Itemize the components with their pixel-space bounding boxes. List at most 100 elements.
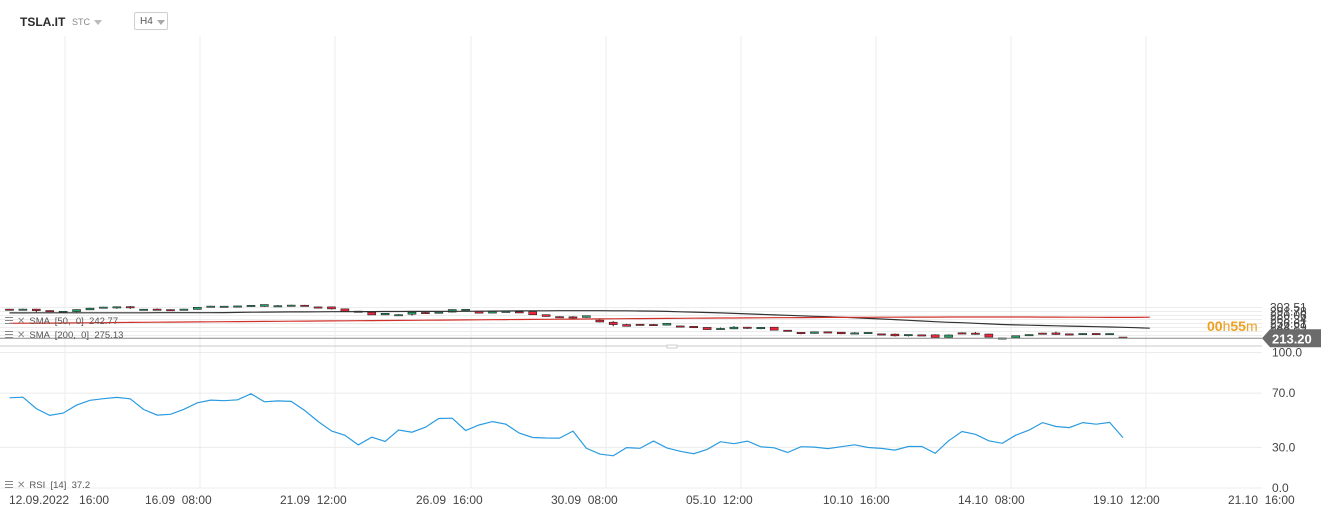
candle-body-bear [1038, 332, 1047, 335]
candle-body-bull [1078, 333, 1088, 336]
candle-body-bear [823, 331, 833, 334]
settings-lines-icon[interactable] [5, 331, 14, 339]
time-axis-tick-label: 14.10 08:00 [958, 493, 1025, 507]
candle-body-bull [219, 305, 229, 308]
candle-body-bull [18, 308, 28, 311]
rsi-line [9, 393, 1124, 457]
candle-body-bear [166, 309, 175, 312]
rsi-legend[interactable]: ✕ RSI [14] 37.2 [5, 479, 90, 491]
candle-body-bull [179, 308, 189, 311]
candle-countdown: 00h55m [1207, 318, 1258, 334]
last-price-tag [1262, 329, 1321, 348]
candle-body-bear [702, 327, 712, 330]
candle-body-bear [152, 308, 162, 311]
panel-resize-handle [666, 344, 678, 349]
time-axis-tick-label: 21.10 16:00 [1228, 493, 1295, 507]
time-axis-tick-label: 21.09 12:00 [280, 493, 347, 507]
candle-body-bull [850, 332, 859, 335]
candle-body-bull [716, 328, 725, 330]
countdown-part: h [1223, 318, 1231, 334]
candle-body-bull [233, 305, 242, 308]
candle-body-bull [729, 326, 739, 330]
candle-body-bear [541, 314, 551, 317]
candle-body-bear [957, 332, 967, 335]
candle-body-bear [769, 326, 779, 331]
candle-body-bear [367, 311, 377, 316]
candle-body-bear [743, 326, 752, 329]
time-axis-tick-label: 16.09 08:00 [145, 493, 212, 507]
candle-body-bear [917, 334, 927, 337]
sma50-line [9, 310, 1150, 329]
sma50-legend[interactable]: ✕ SMA [50, 0] 242.77 [5, 315, 118, 327]
candle-body-bear [125, 306, 135, 309]
candle-body-bear [32, 308, 41, 311]
candle-body-bear [689, 326, 698, 329]
candle-body-bull [112, 306, 122, 309]
sma50-legend-label: SMA [50, 0] 242.77 [29, 315, 119, 327]
sma200-legend[interactable]: ✕ SMA [200, 0] 275.13 [5, 329, 123, 341]
symbol-label[interactable]: TSLA.IT [20, 15, 66, 29]
countdown-part: m [1246, 318, 1258, 334]
candle-body-bull [246, 305, 256, 307]
market-label[interactable]: STC [72, 17, 90, 27]
candle-body-bull [582, 315, 591, 318]
candle-body-bull [206, 305, 216, 308]
candle-body-bull [394, 314, 403, 317]
candle-body-bull [260, 304, 269, 307]
candle-body-bull [756, 327, 766, 330]
timeframe-chevron-down-icon [157, 20, 165, 25]
candle-body-bear [555, 316, 564, 319]
settings-lines-icon[interactable] [5, 317, 14, 325]
rsi-legend-label: RSI [14] 37.2 [29, 479, 91, 491]
candle-body-bear [649, 324, 658, 326]
candle-body-bear [300, 304, 309, 307]
candle-body-bear [836, 331, 846, 335]
price-axis-tick-label: 256.61 [1270, 316, 1307, 330]
candle-body-bear [514, 311, 524, 314]
candle-body-bear [528, 311, 538, 316]
candle-body-bear [890, 333, 900, 337]
rsi-axis-tick-label: 100.0 [1272, 346, 1302, 360]
timeframe-select[interactable]: H4 [134, 12, 168, 30]
sma200-line [9, 316, 1150, 324]
candle-body-bull [72, 309, 81, 312]
sma200-legend-label: SMA [200, 0] 275.13 [29, 329, 124, 341]
candle-body-bull [1105, 333, 1114, 336]
candle-body-bear [340, 308, 350, 312]
candle-body-bear [421, 312, 430, 314]
candle-body-bull [461, 308, 470, 311]
candle-body-bear [595, 319, 605, 323]
candle-body-bear [45, 310, 55, 313]
market-dropdown-chevron-down-icon[interactable] [94, 20, 102, 25]
candle-body-bull [1011, 335, 1020, 339]
candle-body-bull [380, 312, 390, 316]
rsi-axis-tick-label: 70.0 [1272, 386, 1296, 400]
candle-body-bear [5, 308, 14, 311]
candle-body-bear [675, 325, 685, 328]
candle-body-bull [434, 311, 444, 314]
candle-body-bull [1024, 334, 1034, 337]
candle-body-bull [944, 334, 953, 338]
close-icon[interactable]: ✕ [17, 329, 26, 341]
candle-body-bull [193, 306, 202, 310]
candle-body-bull [139, 308, 148, 311]
countdown-part: 00 [1207, 318, 1223, 334]
close-icon[interactable]: ✕ [17, 315, 26, 327]
price-axis-tick-label: 280.06 [1270, 309, 1307, 323]
candle-body-bull [99, 306, 108, 309]
close-icon[interactable]: ✕ [17, 479, 26, 491]
last-price-value: 213.20 [1272, 331, 1312, 346]
candle-body-bear [796, 332, 806, 335]
time-axis-tick-label: 26.09 16:00 [416, 493, 483, 507]
rsi-axis-tick-label: 30.0 [1272, 440, 1296, 454]
time-axis-tick-label: 12.09.2022 16:00 [9, 493, 109, 507]
rsi-axis-tick-label: 0.0 [1272, 481, 1289, 495]
price-axis-tick-label: 303.51 [1270, 301, 1307, 315]
settings-lines-icon[interactable] [5, 481, 14, 489]
candle-body-bull [863, 332, 873, 334]
candle-body-bull [904, 334, 913, 337]
candle-body-bear [1091, 333, 1101, 335]
candle-body-bull [810, 331, 819, 334]
